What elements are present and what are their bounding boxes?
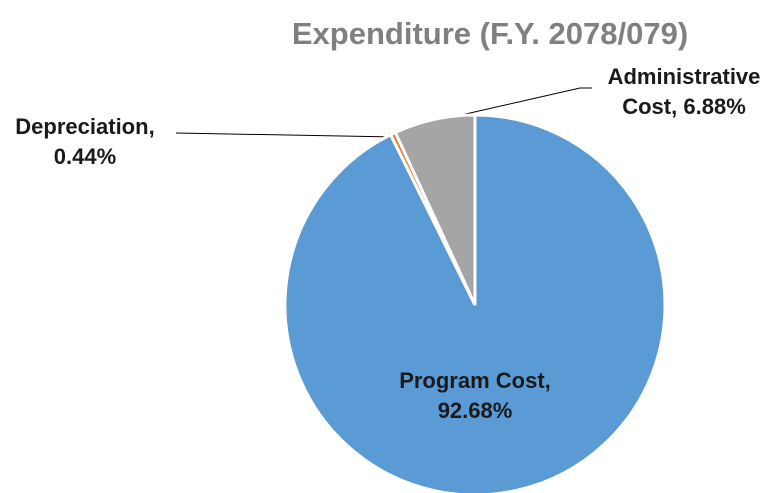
leader-line [434, 87, 592, 122]
value-label: 0.44% [53, 144, 117, 169]
data-label: Administrative Cost 6.88% [588, 62, 780, 122]
chart-title: Expenditure (F.Y. 2078/079) [292, 16, 688, 51]
data-label-text: Administrative Cost 6.88% [588, 62, 780, 122]
category-label: Depreciation [15, 114, 154, 139]
data-label-text: Depreciation 0.44% [0, 112, 170, 172]
data-label: Program Cost 92.68% [380, 366, 570, 426]
category-label: Program Cost [399, 368, 551, 393]
value-label: 6.88% [683, 94, 746, 119]
data-label-text: Program Cost 92.68% [380, 366, 570, 426]
value-label: 92.68% [437, 398, 513, 423]
leader-line [175, 132, 395, 138]
pie-slice [393, 113, 477, 306]
data-label: Depreciation 0.44% [0, 112, 170, 172]
